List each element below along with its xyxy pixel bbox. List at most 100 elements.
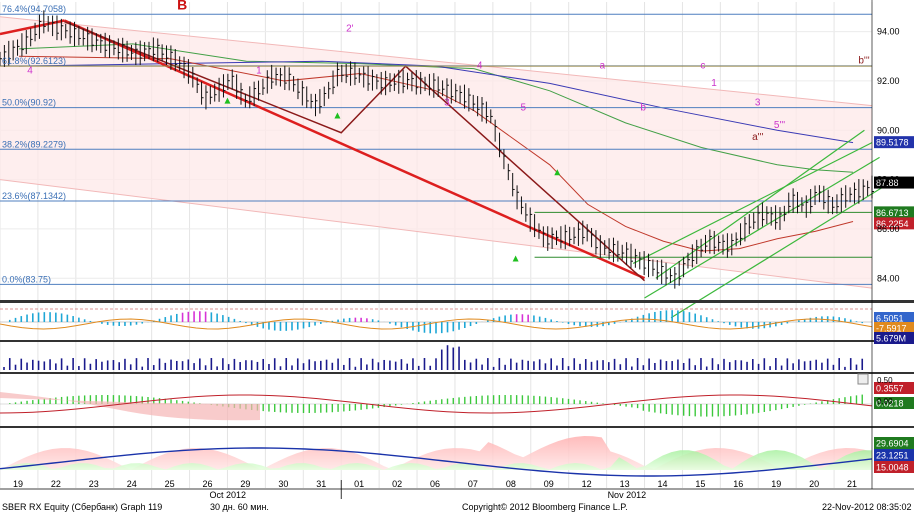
ma-green-line [18,43,854,173]
x-day-label: 09 [544,479,554,489]
x-day-label: 16 [733,479,743,489]
x-day-label: 29 [240,479,250,489]
price-badge-label: 87.88 [876,178,899,188]
signal-marker [554,169,561,176]
wave-label: a''' [752,132,763,143]
osc-signal-line [0,318,873,330]
price-badge-label: 89.5178 [876,138,909,148]
x-day-label: 19 [771,479,781,489]
channel-fill-layer [0,16,873,289]
pink-channel-bottom-line [0,179,873,289]
annotation-layer: 76.4%(94.7058) 61.8%(92.6123) 50.0%(90.92)… [2,0,914,284]
x-day-label: 08 [506,479,516,489]
indicator-badge-label: 23.1251 [876,451,909,461]
indicator-badge-label: -7.5917 [876,324,907,334]
ma-red-line [18,55,854,252]
uptrend-channel-line [655,129,865,279]
pink-trend-channel [0,16,872,289]
wave-label: B [177,0,187,12]
indicator-badge-label: 0.3557 [876,384,904,394]
price-tick-label: 92.00 [877,76,900,86]
wave-label: 1 [711,78,717,89]
signal-marker [334,112,341,119]
indicator-badge [874,382,914,394]
indicator-badge [874,397,914,409]
wave-label: 5 [520,103,526,114]
panel-separator [0,372,914,374]
indicator-badge [874,461,914,473]
axis-layer: 84.00 86.00 88.00 90.00 92.00 94.00 19 22 23 24 25… [0,0,914,500]
x-day-label: 12 [582,479,592,489]
x-month-label: Nov 2012 [608,490,647,500]
wave-label: 4 [477,61,483,72]
wave-label: c [700,61,705,72]
wave-label: 1 [256,66,262,77]
indicator-badge-label: 5.679M [876,334,906,344]
indicator-tick-label: 0.00 [877,397,893,406]
x-day-label: 14 [657,479,667,489]
x-day-label: 31 [316,479,326,489]
price-series-layer [0,10,874,289]
x-day-label: 24 [127,479,137,489]
indicator-badge [874,437,914,449]
copyright-label: Copyright© 2012 Bloomberg Finance L.P. [462,502,628,512]
price-badge-label: 86.6713 [876,208,909,218]
indicator-badge-label: 6.5051 [876,314,904,324]
x-day-label: 20 [809,479,819,489]
wave-label: b''' [858,56,869,67]
indicator-badge-label: 15.0048 [876,463,909,473]
price-tick-label: 88.00 [877,175,900,185]
security-label: SBER RX Equity (Сбербанк) Graph 119 [2,502,163,512]
x-day-label: 13 [620,479,630,489]
wave-label: 5''' [774,120,785,131]
adx-line [0,447,873,477]
uptrend-channel-line [632,142,873,265]
macd-line [0,394,873,414]
panel-collapse-icon [857,373,869,385]
price-badge [874,176,914,189]
wave-label: a [600,61,606,72]
signal-marker [224,97,231,104]
pink-channel-top-line [0,16,873,107]
timestamp-label: 22-Nov-2012 08:35:02 [822,502,912,512]
wave-label: b [640,103,646,114]
wave-label: 4 [27,66,33,77]
indicator-badge [874,322,914,334]
wave-label: 3 [755,98,761,109]
fib-level-label: 23.6%(87.1342) [2,191,66,201]
macd-red-area [0,392,260,421]
x-day-label: 21 [847,479,857,489]
price-badge [874,217,914,230]
x-day-label: 02 [392,479,402,489]
dmi-negative-area [0,436,872,470]
x-month-label: Oct 2012 [209,490,246,500]
fib-level-label: 76.4%(94.7058) [2,4,66,14]
fib-level-label: 38.2%(89.2279) [2,139,66,149]
price-tick-label: 90.00 [877,125,900,135]
chart-footer: SBER RX Equity (Сбербанк) Graph 119 30 д… [0,500,914,515]
price-badge [874,206,914,219]
x-day-label: 22 [51,479,61,489]
fib-level-label: 50.0%(90.92) [2,98,56,108]
panel-separator [0,340,914,342]
x-day-label: 23 [89,479,99,489]
panel-separator [0,300,914,303]
price-badge [874,136,914,149]
x-day-label: 19 [13,479,23,489]
wave-label: 3 [444,98,450,109]
indicator-badge [874,332,914,344]
fib-level-label: 61.8%(92.6123) [2,56,66,66]
moving-average-layer [18,43,854,252]
fib-level-label: 0.0%(83.75) [2,274,51,284]
indicator-badge [874,449,914,461]
x-day-label: 15 [695,479,705,489]
signal-marker [512,255,519,262]
wave-abc-zigzag [64,21,646,282]
dmi-positive-area [0,450,872,470]
x-day-label: 30 [278,479,288,489]
x-day-label: 06 [430,479,440,489]
price-tick-label: 84.00 [877,273,900,283]
